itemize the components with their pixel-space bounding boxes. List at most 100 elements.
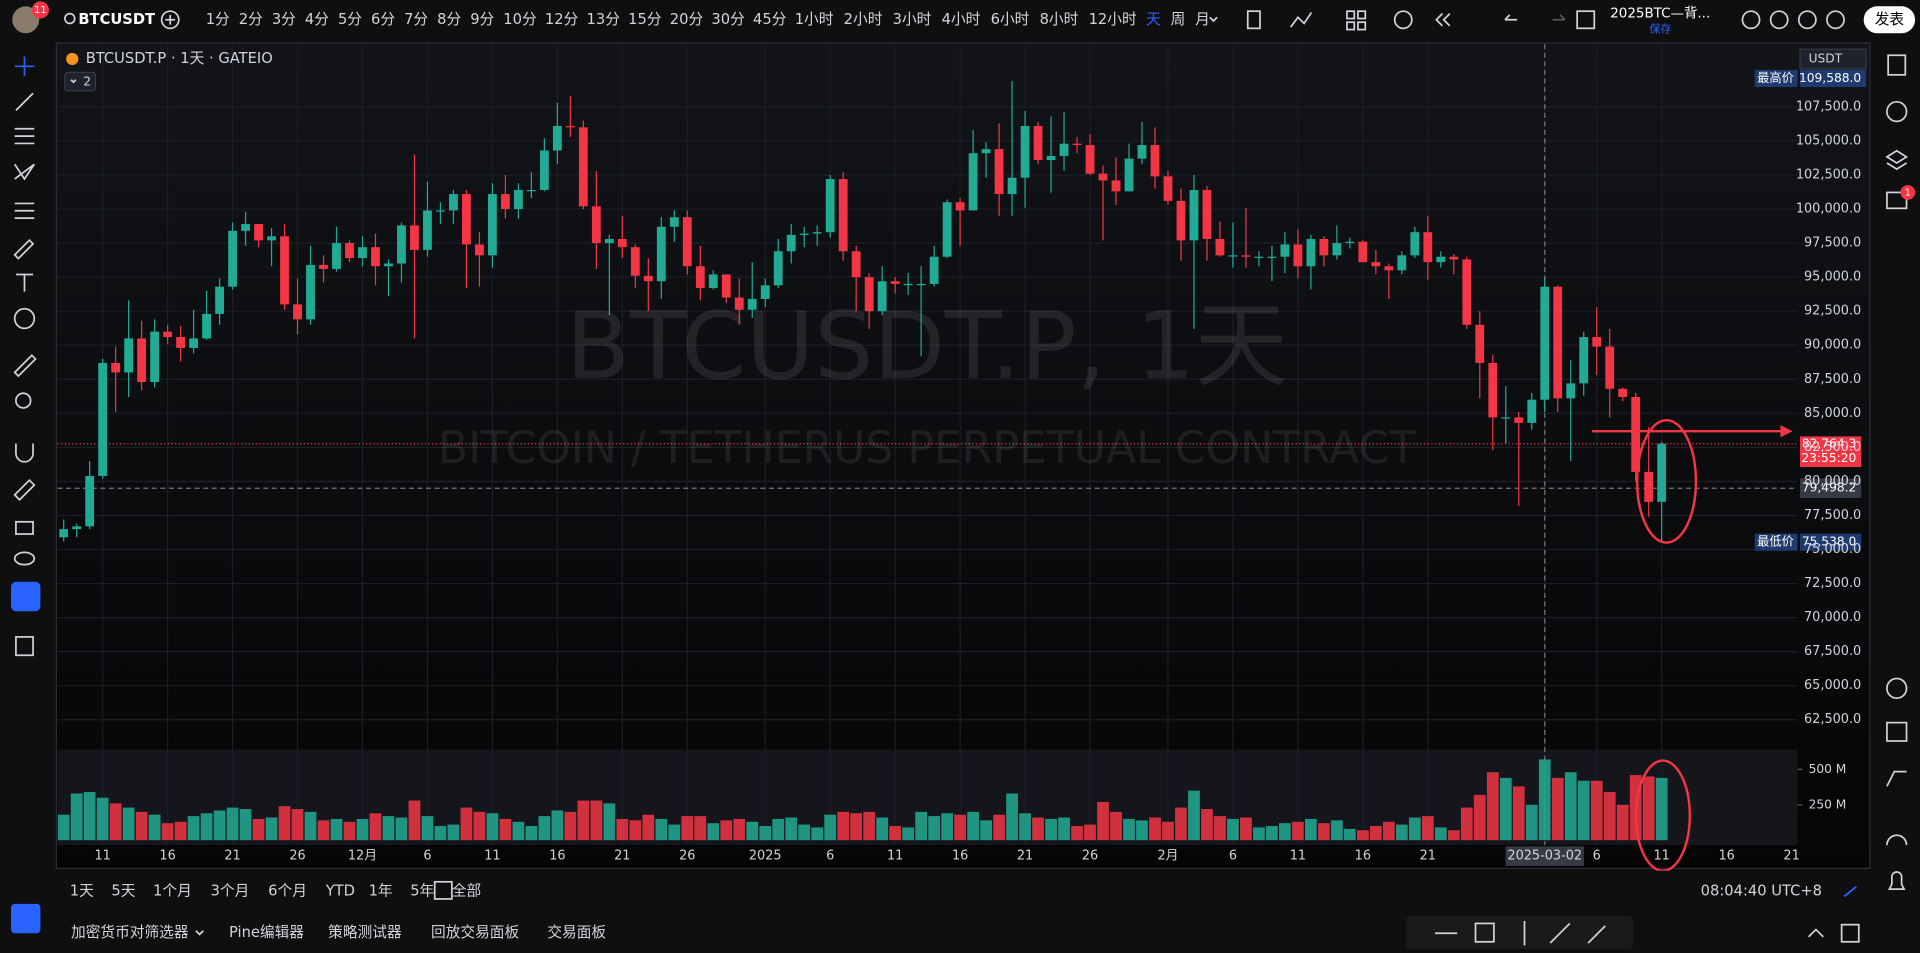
layout-icon[interactable] xyxy=(1576,10,1596,30)
ideas[interactable] xyxy=(1886,677,1908,699)
interval[interactable]: 3小时 xyxy=(893,11,932,28)
crosshair-tool[interactable] xyxy=(14,56,35,77)
goto-date[interactable] xyxy=(433,880,453,900)
pattern-tool[interactable] xyxy=(13,163,35,181)
emoji-tool[interactable] xyxy=(13,307,36,330)
symbol[interactable]: BTCUSDT xyxy=(78,11,155,28)
circle-btn-2[interactable] xyxy=(1769,10,1789,30)
trash-tool[interactable] xyxy=(15,636,34,657)
interval[interactable]: 8分 xyxy=(437,11,461,28)
screener-chevron[interactable] xyxy=(195,930,204,936)
volume-bar xyxy=(1525,804,1538,841)
interval[interactable]: 10分 xyxy=(503,11,537,28)
chat[interactable] xyxy=(1886,191,1908,210)
interval[interactable]: 45分 xyxy=(753,11,787,28)
interval[interactable]: 8小时 xyxy=(1040,11,1079,28)
interval[interactable]: 30分 xyxy=(711,11,745,28)
currency-select[interactable] xyxy=(1799,48,1867,70)
candles-icon[interactable] xyxy=(1246,10,1261,30)
interval[interactable]: 1分 xyxy=(206,11,230,28)
interval[interactable]: 5分 xyxy=(338,11,362,28)
notifications[interactable] xyxy=(1888,871,1906,891)
range-button[interactable]: 6个月 xyxy=(268,883,307,900)
fib-tool[interactable] xyxy=(14,127,35,145)
lock-tool[interactable] xyxy=(15,520,34,535)
streams[interactable] xyxy=(1886,834,1908,846)
layers[interactable] xyxy=(1885,149,1909,171)
circle-btn-4[interactable] xyxy=(1826,10,1845,30)
templates-icon[interactable] xyxy=(1346,10,1356,20)
maximize[interactable] xyxy=(1840,923,1860,943)
rect[interactable] xyxy=(1474,922,1495,943)
interval[interactable]: 月 xyxy=(1195,11,1210,28)
circle-btn-3[interactable] xyxy=(1797,10,1817,30)
indicator-toggle[interactable] xyxy=(64,71,97,92)
indicators-icon[interactable] xyxy=(1289,11,1313,28)
interval[interactable]: 3分 xyxy=(272,11,296,28)
interval[interactable]: 6分 xyxy=(371,11,395,28)
circle-btn-1[interactable] xyxy=(1741,10,1761,30)
projection-tool[interactable] xyxy=(14,202,35,219)
visibility-tool[interactable] xyxy=(13,551,36,566)
interval[interactable]: 1小时 xyxy=(795,11,834,28)
bottom-tab[interactable]: Pine编辑器 xyxy=(229,924,304,941)
range-button[interactable]: 全部 xyxy=(452,882,481,900)
favorites-tool[interactable] xyxy=(11,903,41,934)
magnet-tool[interactable] xyxy=(15,443,34,463)
interval[interactable]: 15分 xyxy=(628,11,662,28)
interval[interactable]: 7分 xyxy=(404,11,428,28)
pine[interactable] xyxy=(1886,770,1907,787)
bottom-tab[interactable]: 策略测试器 xyxy=(328,924,402,941)
measure-tool[interactable] xyxy=(13,354,37,378)
interval[interactable]: 20分 xyxy=(670,11,704,28)
collapse[interactable] xyxy=(1807,928,1824,938)
interval[interactable]: 13分 xyxy=(587,11,621,28)
chart-pane[interactable] xyxy=(55,42,1871,869)
bottom-tab[interactable]: 回放交易面板 xyxy=(431,923,519,941)
range-button[interactable]: YTD xyxy=(325,883,355,900)
interval[interactable]: 天 xyxy=(1146,11,1161,28)
interval[interactable]: 4小时 xyxy=(942,11,981,28)
scale-settings[interactable] xyxy=(1843,885,1857,898)
range-button[interactable]: 5年 xyxy=(410,883,434,900)
interval[interactable]: 2小时 xyxy=(844,11,883,28)
bottom-tab[interactable]: 加密货币对筛选器 xyxy=(71,924,189,941)
candle-body xyxy=(604,239,614,244)
interval[interactable]: 4分 xyxy=(305,11,329,28)
text-tool[interactable] xyxy=(15,273,34,292)
path[interactable] xyxy=(1587,925,1606,944)
sync-tool[interactable] xyxy=(11,581,41,612)
range-button[interactable]: 1天 xyxy=(70,883,94,900)
range-button[interactable]: 3个月 xyxy=(211,883,250,900)
watchlist[interactable] xyxy=(1887,54,1907,76)
interval[interactable]: 9分 xyxy=(470,11,494,28)
range-button[interactable]: 1个月 xyxy=(153,883,192,900)
alert-icon[interactable] xyxy=(1393,10,1413,30)
replay-icon[interactable] xyxy=(1435,13,1451,27)
crosshair-date-box xyxy=(1505,846,1584,866)
interval[interactable]: 12小时 xyxy=(1089,11,1137,28)
candle-body xyxy=(1592,337,1602,347)
interval[interactable]: 2分 xyxy=(239,11,263,28)
calendar[interactable] xyxy=(1886,721,1908,742)
add-symbol[interactable] xyxy=(160,10,180,30)
more-intervals[interactable] xyxy=(1209,16,1218,23)
candle-body xyxy=(228,230,237,287)
zoom-tool[interactable] xyxy=(15,392,32,409)
interval[interactable]: 周 xyxy=(1171,11,1186,28)
bottom-tab[interactable]: 交易面板 xyxy=(547,923,606,941)
brush-tool[interactable] xyxy=(13,238,35,260)
layout-name[interactable]: 2025BTC—背... xyxy=(1610,6,1710,22)
range-button[interactable]: 5天 xyxy=(111,883,135,900)
lock-draw-tool[interactable] xyxy=(13,478,36,501)
trendline-tool[interactable] xyxy=(15,92,34,111)
range-button[interactable]: 1年 xyxy=(369,883,393,900)
ray[interactable] xyxy=(1549,922,1571,944)
interval[interactable]: 6小时 xyxy=(991,11,1030,28)
volume-bar xyxy=(1019,813,1031,841)
volume-bar xyxy=(1486,772,1499,841)
alerts[interactable] xyxy=(1886,100,1908,123)
interval[interactable]: 12分 xyxy=(545,11,579,28)
undo-icon[interactable] xyxy=(1504,14,1518,21)
publish-button[interactable] xyxy=(1863,6,1916,34)
